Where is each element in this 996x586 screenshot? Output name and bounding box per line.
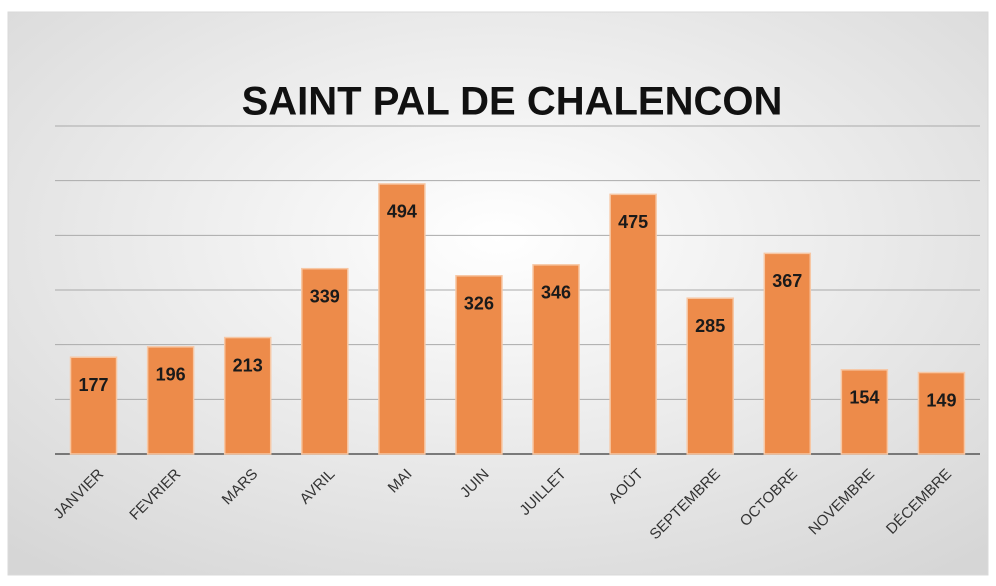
data-label: 346	[541, 283, 571, 303]
chart-title: SAINT PAL DE CHALENCON	[242, 80, 783, 124]
bar	[301, 267, 349, 455]
data-label: 285	[695, 316, 725, 336]
bar	[686, 297, 734, 455]
data-label: 154	[849, 388, 879, 408]
data-label: 339	[310, 286, 340, 306]
bar	[223, 336, 272, 455]
data-label: 213	[233, 355, 263, 375]
bar	[378, 183, 426, 455]
data-label: 196	[156, 365, 186, 385]
data-label: 177	[79, 375, 109, 395]
bar	[763, 252, 812, 455]
data-label: 149	[926, 390, 956, 410]
bar	[840, 369, 889, 455]
data-label: 367	[772, 271, 802, 291]
data-label: 494	[387, 202, 417, 222]
bar	[455, 275, 503, 455]
bar	[69, 356, 118, 455]
bar	[917, 371, 966, 455]
bar	[532, 264, 580, 455]
data-label: 326	[464, 294, 494, 314]
data-label: 475	[618, 212, 648, 232]
bar	[609, 193, 657, 455]
bar	[146, 346, 195, 455]
